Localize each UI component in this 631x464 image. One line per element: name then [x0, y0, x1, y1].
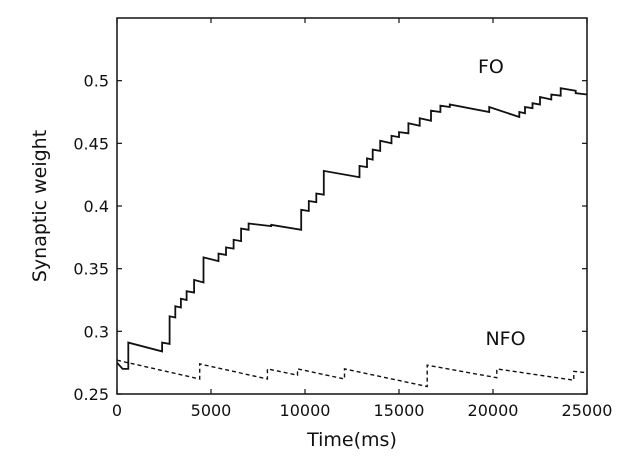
series-label-fo: FO	[478, 56, 504, 78]
x-tick-label: 20000	[468, 401, 519, 420]
y-tick-label: 0.5	[84, 72, 109, 91]
y-tick-label: 0.45	[73, 134, 109, 153]
y-tick-label: 0.3	[84, 322, 109, 341]
y-axis-title: Synaptic weight	[29, 130, 51, 282]
y-tick-label: 0.35	[73, 260, 109, 279]
x-axis-ticks: 0 5000 10000 15000 20000 25000	[112, 18, 613, 420]
series-line-fo	[116, 87, 588, 370]
y-axis-ticks: 0.25 0.3 0.35 0.4 0.45 0.5	[73, 72, 587, 404]
x-tick-label: 25000	[562, 401, 613, 420]
x-tick-label: 15000	[374, 401, 425, 420]
plot-area	[116, 17, 588, 395]
series-layer	[116, 87, 588, 388]
annotation-layer: FO NFO	[478, 56, 526, 350]
x-axis-title: Time(ms)	[306, 429, 397, 451]
x-tick-label: 10000	[280, 401, 331, 420]
y-tick-label: 0.4	[84, 197, 109, 216]
series-label-nfo: NFO	[485, 328, 525, 350]
y-tick-label: 0.25	[73, 385, 109, 404]
x-tick-label: 5000	[191, 401, 232, 420]
series-line-nfo	[116, 359, 588, 388]
x-tick-label: 0	[112, 401, 122, 420]
